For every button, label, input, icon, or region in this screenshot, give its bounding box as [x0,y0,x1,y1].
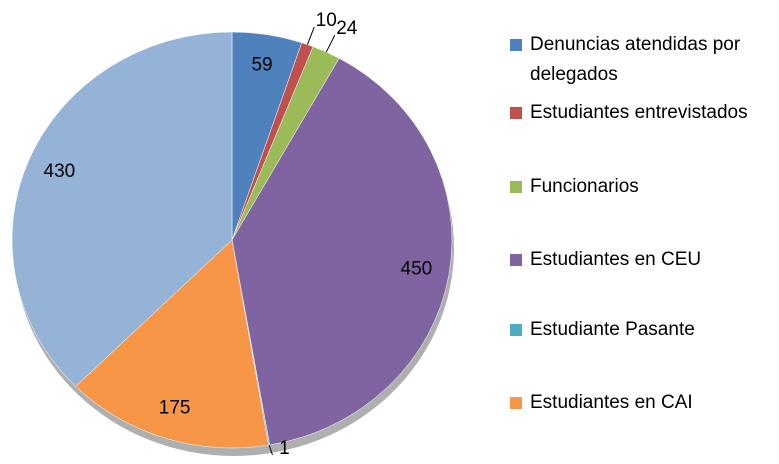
legend-label: Estudiante Pasante [530,319,695,340]
legend-key [510,254,522,266]
leader-line [306,26,315,45]
legend-key [510,181,522,193]
pie-slice [75,239,269,449]
data-label: 430 [44,161,76,182]
legend-label: Denuncias atendidas por delegados [530,34,741,85]
data-label: 1 [279,438,290,459]
data-label: 450 [401,259,433,280]
legend-label: Funcionarios [530,176,639,197]
data-label: 175 [159,397,191,418]
legend-entry: Estudiantes en CEU [510,245,775,275]
legend-key [510,39,522,51]
leader-line [325,34,336,53]
legend-label: Estudiantes en CAI [530,392,693,413]
legend-label: Estudiantes en CEU [530,249,702,270]
data-label: 10 [316,10,337,31]
pie-slice [231,57,453,446]
legend-label: Estudiantes entrevistados [530,102,748,123]
legend-entry: Estudiante Pasante [510,315,775,345]
legend-key [510,107,522,119]
data-label: 24 [336,18,358,39]
legend-entry: Estudiantes entrevistados [510,98,775,128]
legend-entry: Estudiantes en CAI [510,388,775,418]
data-label: 59 [251,55,272,76]
legend-key [510,324,522,336]
pie-slice [11,31,233,387]
chart: 59 10 24 450 1 175 430 [11,10,454,459]
legend-key [510,397,522,409]
legend-entry: Funcionarios [510,172,775,202]
legend-entry: Denuncias atendidas por delegados [510,30,775,90]
leader-line [268,444,273,456]
